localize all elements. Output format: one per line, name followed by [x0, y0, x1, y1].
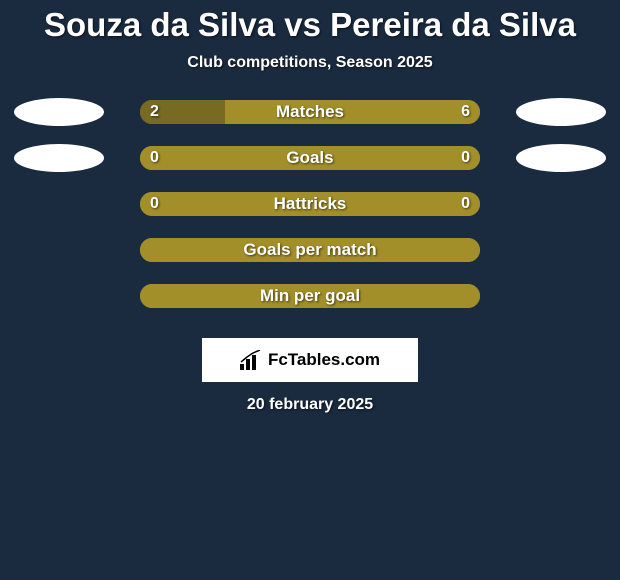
- stat-bar: Min per goal: [140, 284, 480, 308]
- comparison-rows: 26Matches 00Goals 00Hattricks Goals per mat…: [0, 100, 620, 330]
- stat-bar: 26Matches: [140, 100, 480, 124]
- barchart-icon: [240, 350, 262, 370]
- logo: FcTables.com: [240, 350, 380, 370]
- subtitle: Club competitions, Season 2025: [0, 54, 620, 72]
- stat-row: 26Matches: [0, 100, 620, 146]
- player-badge-right: [516, 144, 606, 172]
- stat-bar: 00Goals: [140, 146, 480, 170]
- stat-bar: Goals per match: [140, 238, 480, 262]
- stat-row: 00Goals: [0, 146, 620, 192]
- stat-label: Matches: [140, 100, 480, 124]
- player-badge-right: [516, 98, 606, 126]
- stat-label: Goals: [140, 146, 480, 170]
- stat-label: Min per goal: [140, 284, 480, 308]
- logo-box: FcTables.com: [202, 338, 418, 382]
- stat-row: Min per goal: [0, 284, 620, 330]
- player-badge-left: [14, 144, 104, 172]
- stat-label: Hattricks: [140, 192, 480, 216]
- stat-bar: 00Hattricks: [140, 192, 480, 216]
- page-title: Souza da Silva vs Pereira da Silva: [0, 0, 620, 44]
- stat-row: 00Hattricks: [0, 192, 620, 238]
- logo-text: FcTables.com: [268, 350, 380, 370]
- stat-label: Goals per match: [140, 238, 480, 262]
- stat-row: Goals per match: [0, 238, 620, 284]
- date-text: 20 february 2025: [0, 396, 620, 414]
- player-badge-left: [14, 98, 104, 126]
